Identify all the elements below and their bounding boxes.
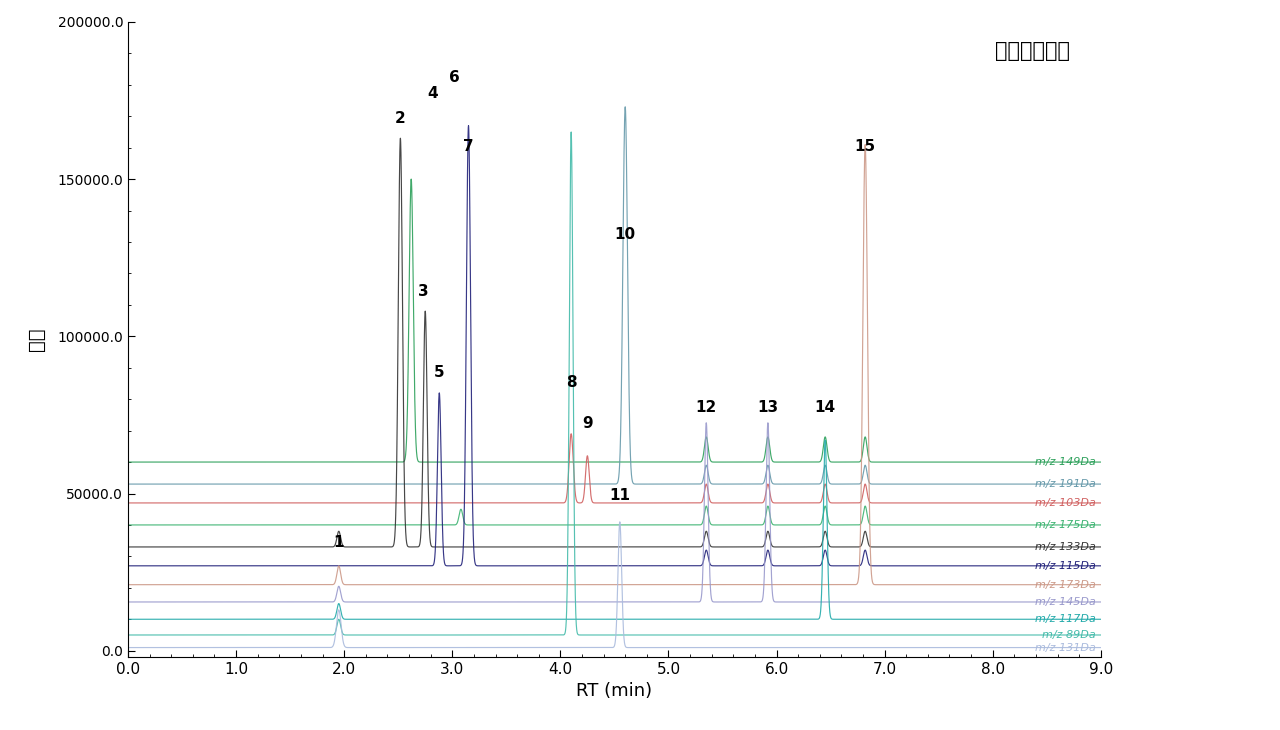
- Y-axis label: 响应: 响应: [27, 328, 46, 351]
- Text: 4: 4: [428, 85, 438, 101]
- Text: 11: 11: [609, 488, 630, 503]
- Text: 10: 10: [614, 227, 636, 242]
- Text: 13: 13: [758, 400, 778, 415]
- X-axis label: RT (min): RT (min): [576, 683, 653, 700]
- Text: 7: 7: [463, 139, 474, 154]
- Text: m/z 115Da: m/z 115Da: [1034, 561, 1096, 571]
- Text: 14: 14: [814, 400, 836, 415]
- Text: m/z 131Da: m/z 131Da: [1034, 642, 1096, 653]
- Text: 有机酸标准品: 有机酸标准品: [996, 41, 1070, 61]
- Text: m/z 133Da: m/z 133Da: [1034, 542, 1096, 552]
- Text: 6: 6: [449, 70, 460, 85]
- Text: m/z 173Da: m/z 173Da: [1034, 580, 1096, 590]
- Text: 9: 9: [582, 415, 593, 431]
- Text: 12: 12: [695, 400, 717, 415]
- Text: 5: 5: [434, 365, 444, 380]
- Text: 2: 2: [396, 111, 406, 126]
- Text: m/z 149Da: m/z 149Da: [1034, 457, 1096, 467]
- Text: 15: 15: [855, 139, 876, 154]
- Text: m/z 117Da: m/z 117Da: [1034, 614, 1096, 624]
- Text: m/z 103Da: m/z 103Da: [1034, 498, 1096, 508]
- Text: 3: 3: [417, 283, 429, 299]
- Text: m/z 175Da: m/z 175Da: [1034, 520, 1096, 530]
- Text: m/z 89Da: m/z 89Da: [1042, 630, 1096, 640]
- Text: 1: 1: [334, 535, 344, 550]
- Text: m/z 191Da: m/z 191Da: [1034, 479, 1096, 489]
- Text: m/z 145Da: m/z 145Da: [1034, 597, 1096, 607]
- Text: 8: 8: [566, 374, 576, 390]
